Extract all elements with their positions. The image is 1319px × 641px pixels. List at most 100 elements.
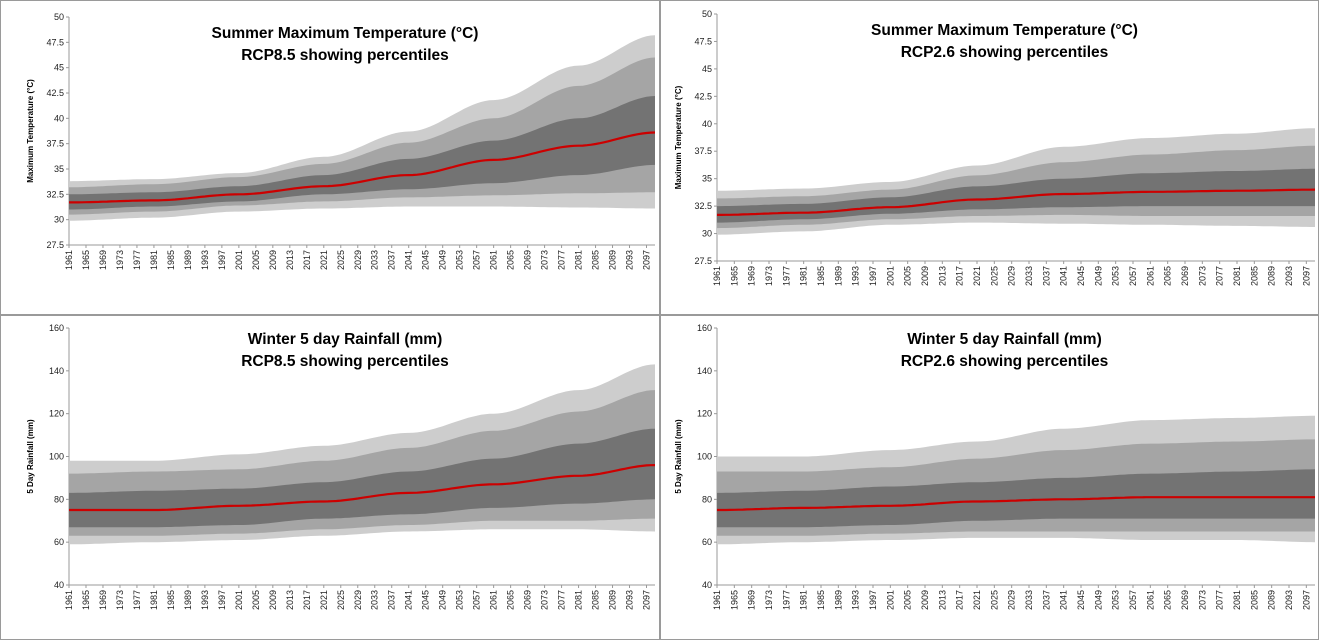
percentile-band — [69, 96, 655, 210]
x-tick-label: 1981 — [149, 250, 159, 270]
y-axis-title: Maximum Temperature (°C) — [26, 79, 35, 183]
x-tick-label: 2069 — [523, 250, 533, 270]
chart-title: Summer Maximum Temperature (°C) — [871, 22, 1138, 39]
y-tick-label: 100 — [49, 452, 64, 462]
x-tick-label: 2049 — [1093, 590, 1103, 610]
y-tick-label: 42.5 — [46, 88, 64, 98]
chart-panel-rcp85-temperature: 27.5 30 32.5 35 37.5 40 42.5 45 47.5 50 Maximum Te… — [0, 0, 660, 315]
median-line — [69, 131, 656, 204]
x-tick-label: 1961 — [64, 590, 74, 610]
x-tick-label: 2017 — [302, 590, 312, 610]
x-tick-label: 2089 — [1267, 266, 1277, 286]
chart-title: Summer Maximum Temperature (°C) — [211, 25, 479, 42]
y-tick-label: 47.5 — [694, 36, 712, 46]
x-tick-label: 2097 — [642, 590, 652, 610]
x-tick-label: 1993 — [851, 266, 861, 286]
x-tick-label: 2061 — [1145, 590, 1155, 610]
y-tick-label: 80 — [702, 494, 712, 504]
x-tick-label: 2037 — [387, 250, 397, 270]
x-tick-label: 2013 — [937, 266, 947, 286]
y-tick-label: 30 — [54, 215, 64, 225]
x-tick-label: 1965 — [729, 590, 739, 610]
x-tick-label: 2037 — [387, 590, 397, 610]
x-tick-label: 2053 — [1111, 266, 1121, 286]
x-tick-label: 2081 — [1232, 266, 1242, 286]
y-tick-label: 32.5 — [694, 201, 712, 211]
x-tick-label: 1993 — [851, 590, 861, 610]
x-tick-label: 2037 — [1041, 266, 1051, 286]
x-tick-label: 2097 — [642, 250, 652, 270]
y-tick-label: 120 — [697, 409, 712, 419]
x-tick-label: 2005 — [903, 590, 913, 610]
chart-title: Winter 5 day Rainfall (mm) — [907, 331, 1102, 348]
x-tick-label: 2073 — [1197, 266, 1207, 286]
x-tick-label: 2077 — [557, 250, 567, 270]
x-tick-label: 1965 — [81, 590, 91, 610]
x-tick-label: 2005 — [251, 590, 261, 610]
x-tick-label: 1997 — [868, 590, 878, 610]
y-tick-label: 27.5 — [694, 256, 712, 266]
chart-panel-rcp26-temperature: 27.5 30 32.5 35 37.5 40 42.5 45 47.5 50 Maximum Te… — [660, 0, 1319, 315]
y-tick-label: 120 — [49, 409, 64, 419]
x-tick-label: 2029 — [1007, 266, 1017, 286]
y-tick-label: 40 — [702, 119, 712, 129]
x-tick-label: 1981 — [799, 590, 809, 610]
x-tick-label: 1969 — [747, 266, 757, 286]
chart-subtitle: RCP2.6 showing percentiles — [900, 353, 1109, 370]
x-tick-label: 2009 — [920, 590, 930, 610]
x-tick-label: 1973 — [764, 590, 774, 610]
x-tick-label: 1973 — [115, 250, 125, 270]
x-tick-label: 2041 — [404, 250, 414, 270]
x-tick-label: 2029 — [1007, 590, 1017, 610]
x-tick-label: 2021 — [319, 590, 329, 610]
x-tick-label: 2077 — [557, 590, 567, 610]
x-tick-label: 2029 — [353, 250, 363, 270]
x-tick-label: 1973 — [764, 266, 774, 286]
x-tick-label: 2001 — [885, 590, 895, 610]
x-tick-label: 2093 — [625, 250, 635, 270]
x-tick-label: 2041 — [1059, 590, 1069, 610]
x-tick-label: 2005 — [251, 250, 261, 270]
x-tick-label: 2053 — [455, 590, 465, 610]
y-tick-label: 47.5 — [46, 37, 64, 47]
x-tick-label: 1965 — [729, 266, 739, 286]
y-tick-label: 30 — [702, 229, 712, 239]
x-tick-label: 2085 — [591, 590, 601, 610]
y-axis-title: Maximum Temperature (°C) — [674, 85, 683, 189]
x-tick-label: 1993 — [200, 250, 210, 270]
x-tick-label: 1989 — [183, 590, 193, 610]
x-tick-label: 2033 — [1024, 266, 1034, 286]
x-tick-label: 2061 — [489, 250, 499, 270]
x-tick-label: 2049 — [438, 250, 448, 270]
y-tick-label: 80 — [54, 494, 64, 504]
y-axis-title: 5 Day Rainfall (mm) — [26, 419, 35, 494]
y-tick-label: 140 — [697, 366, 712, 376]
x-tick-label: 1985 — [816, 590, 826, 610]
x-tick-label: 1997 — [217, 250, 227, 270]
x-tick-label: 1989 — [833, 266, 843, 286]
y-tick-label: 40 — [702, 580, 712, 590]
x-tick-label: 2045 — [421, 590, 431, 610]
x-tick-label: 1997 — [217, 590, 227, 610]
x-tick-label: 2041 — [404, 590, 414, 610]
y-tick-label: 60 — [54, 537, 64, 547]
x-tick-label: 2089 — [1267, 590, 1277, 610]
x-tick-label: 2001 — [885, 266, 895, 286]
x-tick-label: 1969 — [747, 590, 757, 610]
y-tick-label: 45 — [54, 63, 64, 73]
y-tick-label: 35 — [54, 164, 64, 174]
x-tick-label: 1977 — [132, 590, 142, 610]
x-tick-label: 1973 — [115, 590, 125, 610]
x-tick-label: 2041 — [1059, 266, 1069, 286]
x-tick-label: 2033 — [370, 250, 380, 270]
x-tick-label: 2013 — [285, 250, 295, 270]
median-line — [69, 464, 656, 512]
y-tick-label: 50 — [54, 12, 64, 22]
chart-plot: 40 60 80 100 120 140 160 5 Day Rainfall (mm) 196… — [26, 323, 656, 610]
x-tick-label: 1965 — [81, 250, 91, 270]
x-tick-label: 2029 — [353, 590, 363, 610]
chart-plot: 40 60 80 100 120 140 160 5 Day Rainfall (mm) 196… — [674, 323, 1315, 610]
y-tick-label: 37.5 — [46, 139, 64, 149]
x-tick-label: 2097 — [1301, 266, 1311, 286]
x-tick-label: 2017 — [955, 266, 965, 286]
